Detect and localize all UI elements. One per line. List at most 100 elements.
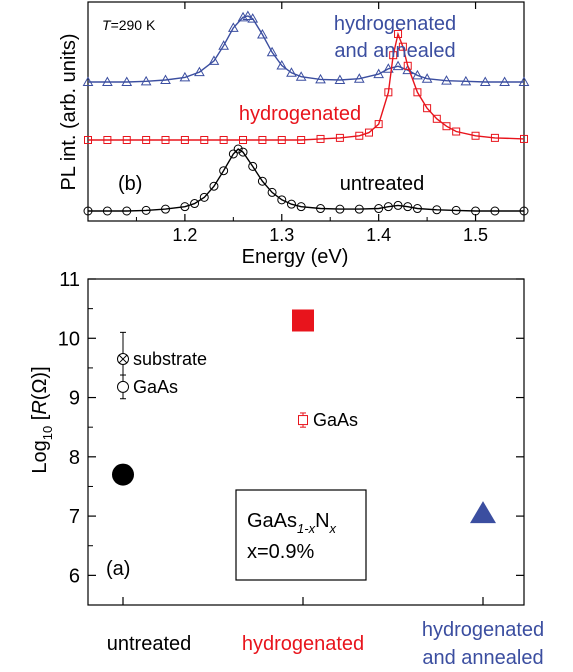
pl-marker-circle xyxy=(432,205,442,215)
pl-marker-circle xyxy=(374,204,384,214)
pl-marker-triangle xyxy=(208,55,220,65)
pl-marker-triangle xyxy=(441,75,452,85)
inset-composition: x=0.9% xyxy=(247,541,314,563)
point-gaas-untreated xyxy=(117,380,129,393)
series-label-annealed-line1: hydrogenated xyxy=(334,13,456,35)
pl-marker-triangle xyxy=(257,28,268,39)
pl-marker-square xyxy=(297,136,306,144)
category-label-untreated: untreated xyxy=(107,633,192,655)
point-label: GaAs xyxy=(133,377,178,397)
pl-marker-triangle xyxy=(334,74,346,85)
pl-x-tick-label: 1.5 xyxy=(463,225,488,245)
pl-marker-square xyxy=(413,88,422,97)
pl-marker-triangle xyxy=(82,76,94,86)
pl-marker-triangle xyxy=(499,76,510,86)
pl-marker-triangle xyxy=(247,13,259,23)
pl-marker-square xyxy=(239,136,248,144)
pl-marker-circle xyxy=(316,204,326,214)
pl-marker-square xyxy=(432,114,441,123)
pl-marker-circle xyxy=(238,147,248,157)
pl-series-group xyxy=(82,10,530,216)
pl-marker-triangle xyxy=(315,73,326,84)
pl-marker-square xyxy=(316,134,325,143)
pl-marker-triangle xyxy=(140,75,152,86)
pl-marker-circle xyxy=(296,202,306,212)
pl-marker-triangle xyxy=(479,76,491,86)
pl-x-tick-label: 1.3 xyxy=(269,225,294,245)
series-label-hydrogenated: hydrogenated xyxy=(239,103,361,125)
resistance-y-tick-label: 11 xyxy=(59,269,80,291)
pl-marker-square xyxy=(384,88,393,97)
pl-marker-square xyxy=(200,136,209,144)
pl-marker-square xyxy=(398,42,407,51)
pl-marker-circle xyxy=(228,149,238,159)
pl-marker-square xyxy=(389,51,398,60)
pl-marker-triangle xyxy=(373,68,385,79)
pl-marker-circle xyxy=(490,206,500,216)
pl-marker-square xyxy=(161,136,170,144)
panel-label-b: (b) xyxy=(118,173,142,195)
pl-marker-circle xyxy=(199,192,209,202)
pl-marker-circle xyxy=(267,187,277,197)
pl-marker-square xyxy=(471,131,480,140)
resistance-points: substrate GaAs GaAs xyxy=(112,309,496,524)
pl-marker-triangle xyxy=(276,59,288,70)
pl-marker-square xyxy=(84,136,92,144)
pl-marker-triangle xyxy=(383,63,394,73)
pl-marker-triangle xyxy=(194,66,205,77)
pl-marker-circle xyxy=(248,161,258,171)
pl-marker-triangle xyxy=(218,40,229,50)
category-label-hydrogenated: hydrogenated xyxy=(242,633,364,655)
point-untreated xyxy=(112,463,134,486)
pl-marker-triangle xyxy=(121,76,133,86)
inset-box xyxy=(235,489,367,581)
temperature-annotation: T=290 K xyxy=(102,17,156,33)
point-hydrogenated xyxy=(292,309,314,332)
pl-marker-square xyxy=(180,136,189,144)
category-label-annealed-line2: and annealed xyxy=(422,647,543,669)
pl-marker-circle xyxy=(286,199,296,209)
pl-marker-circle xyxy=(233,144,243,154)
composition-inset: GaAs1-xNx x=0.9% xyxy=(235,489,367,581)
pl-marker-triangle xyxy=(460,75,472,86)
pl-marker-square xyxy=(520,134,528,143)
pl-marker-circle xyxy=(122,206,132,216)
resistance-y-tick-label: 10 xyxy=(58,328,80,350)
pl-marker-square xyxy=(142,136,151,144)
pl-marker-circle xyxy=(209,181,219,191)
resistance-y-tick-label: 7 xyxy=(69,506,80,528)
pl-x-tick-label: 1.2 xyxy=(172,225,197,245)
point-label: GaAs xyxy=(313,410,358,430)
pl-marker-circle xyxy=(383,202,393,212)
pl-marker-triangle xyxy=(227,22,239,32)
pl-marker-circle xyxy=(451,205,461,215)
pl-marker-triangle xyxy=(353,73,365,83)
pl-marker-circle xyxy=(141,205,151,215)
pl-marker-square xyxy=(423,104,432,113)
pl-marker-square xyxy=(394,30,403,38)
pl-marker-square xyxy=(364,128,373,137)
pl-marker-circle xyxy=(83,206,93,216)
pl-marker-circle xyxy=(412,204,422,214)
pl-marker-triangle xyxy=(518,76,530,86)
point-label: substrate xyxy=(133,349,207,369)
pl-marker-triangle xyxy=(160,74,171,85)
series-label-annealed-line2: and annealed xyxy=(334,40,455,62)
pl-marker-square xyxy=(122,136,131,144)
pl-marker-triangle xyxy=(179,71,191,82)
pl-marker-square xyxy=(442,122,451,131)
resistance-y-axis-label: Log10 [R(Ω)] xyxy=(29,366,55,473)
resistance-y-tick-label: 9 xyxy=(69,388,80,410)
pl-marker-circle xyxy=(393,200,403,210)
pl-marker-square xyxy=(490,133,499,142)
pl-x-tick-label: 1.4 xyxy=(366,225,391,245)
resistance-y-tick-label: 6 xyxy=(69,565,80,587)
pl-marker-circle xyxy=(257,176,267,186)
panel-label-a: (a) xyxy=(106,558,130,580)
pl-marker-square xyxy=(219,136,228,144)
pl-marker-triangle xyxy=(242,10,254,20)
pl-y-axis-label: PL int. (arb. units) xyxy=(58,33,80,190)
point-annealed xyxy=(470,501,496,524)
